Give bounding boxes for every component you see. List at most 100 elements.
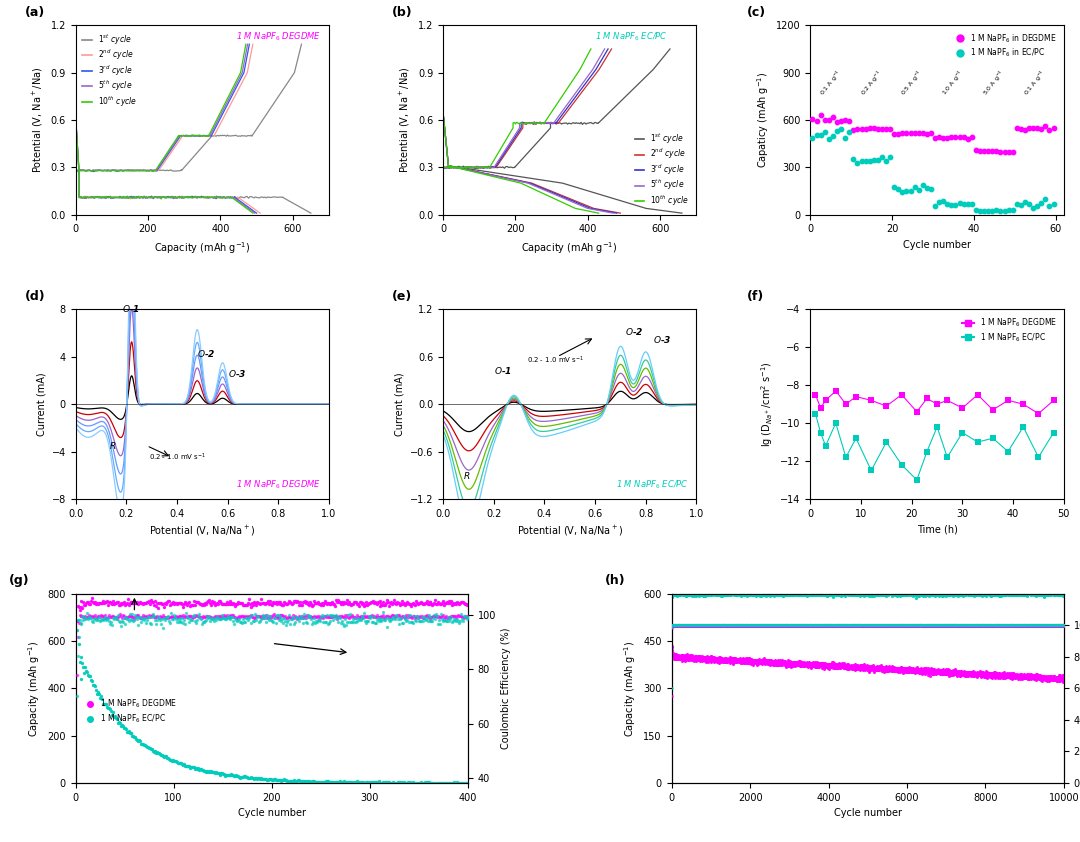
Text: 0.1 A g$^{-1}$: 0.1 A g$^{-1}$ xyxy=(1022,67,1049,98)
Point xyxy=(804,113,821,126)
Point xyxy=(697,619,714,632)
Point xyxy=(380,613,397,626)
Point xyxy=(808,588,825,601)
Point xyxy=(718,619,735,632)
Point xyxy=(251,596,268,610)
Point xyxy=(920,665,937,679)
Point xyxy=(866,662,883,675)
Point xyxy=(905,664,922,678)
Point xyxy=(861,663,878,676)
Point xyxy=(692,653,710,667)
Point xyxy=(917,663,934,676)
Point xyxy=(740,585,757,599)
Point xyxy=(717,655,734,669)
Point xyxy=(932,663,949,677)
Point xyxy=(678,648,696,662)
Point xyxy=(97,611,114,625)
Point xyxy=(1009,619,1026,632)
Point xyxy=(813,619,831,632)
Point xyxy=(900,619,917,632)
Point xyxy=(667,619,685,632)
Point xyxy=(814,619,832,632)
Point xyxy=(747,588,765,601)
Point xyxy=(1009,619,1026,632)
Point xyxy=(931,665,948,679)
Point xyxy=(978,619,996,632)
Point xyxy=(889,586,906,600)
Point xyxy=(795,658,812,672)
Point xyxy=(886,661,903,674)
Point xyxy=(689,619,706,632)
Point xyxy=(984,668,1001,681)
Point xyxy=(1012,667,1029,680)
Point xyxy=(878,662,895,675)
Point xyxy=(767,656,784,669)
Point xyxy=(707,619,725,632)
Point xyxy=(1004,619,1022,632)
Point xyxy=(1027,619,1044,632)
Point xyxy=(136,614,153,627)
Point xyxy=(1055,619,1072,632)
Point xyxy=(693,652,711,665)
Point xyxy=(802,589,820,602)
Point xyxy=(784,619,801,632)
Point xyxy=(808,657,825,670)
Point xyxy=(856,619,874,632)
Point xyxy=(987,586,1004,600)
Point xyxy=(748,619,766,632)
Point xyxy=(868,619,886,632)
Point xyxy=(702,619,719,632)
Point xyxy=(723,653,740,667)
Point xyxy=(73,609,91,622)
Point xyxy=(894,619,912,632)
Point xyxy=(673,619,690,632)
Point xyxy=(813,619,831,632)
Point xyxy=(917,619,934,632)
Point xyxy=(704,587,721,600)
Point xyxy=(705,586,723,600)
Point xyxy=(837,661,854,674)
Point xyxy=(248,610,266,623)
Point xyxy=(730,585,747,599)
Point xyxy=(774,619,792,632)
Point xyxy=(1014,669,1031,683)
Point xyxy=(880,619,897,632)
Point xyxy=(375,775,392,789)
Point xyxy=(1004,146,1022,159)
Point xyxy=(939,619,956,632)
Point xyxy=(772,654,789,668)
Point xyxy=(795,619,812,632)
Point xyxy=(988,619,1005,632)
Point xyxy=(664,646,681,659)
Point xyxy=(950,669,968,682)
Point xyxy=(1045,619,1063,632)
Point xyxy=(1012,619,1029,632)
Point xyxy=(839,619,856,632)
Point xyxy=(740,587,757,600)
Point xyxy=(928,619,945,632)
Point xyxy=(1053,619,1070,632)
Point xyxy=(1045,589,1063,602)
Point xyxy=(901,663,918,676)
Point xyxy=(975,670,993,684)
Point xyxy=(1020,587,1037,600)
Point xyxy=(676,619,693,632)
Point xyxy=(960,619,977,632)
Point xyxy=(867,661,885,674)
Point xyxy=(949,619,967,632)
Point xyxy=(912,619,929,632)
Point xyxy=(892,619,909,632)
Point xyxy=(688,619,705,632)
Point xyxy=(698,619,715,632)
Point xyxy=(874,663,891,676)
Point xyxy=(734,586,752,600)
Point xyxy=(1030,619,1048,632)
Point xyxy=(926,619,943,632)
Point xyxy=(664,587,681,600)
Point xyxy=(819,618,836,632)
Point xyxy=(675,649,692,663)
Point xyxy=(453,608,470,621)
Point xyxy=(867,588,885,601)
Point xyxy=(723,619,740,632)
Point xyxy=(823,619,840,632)
